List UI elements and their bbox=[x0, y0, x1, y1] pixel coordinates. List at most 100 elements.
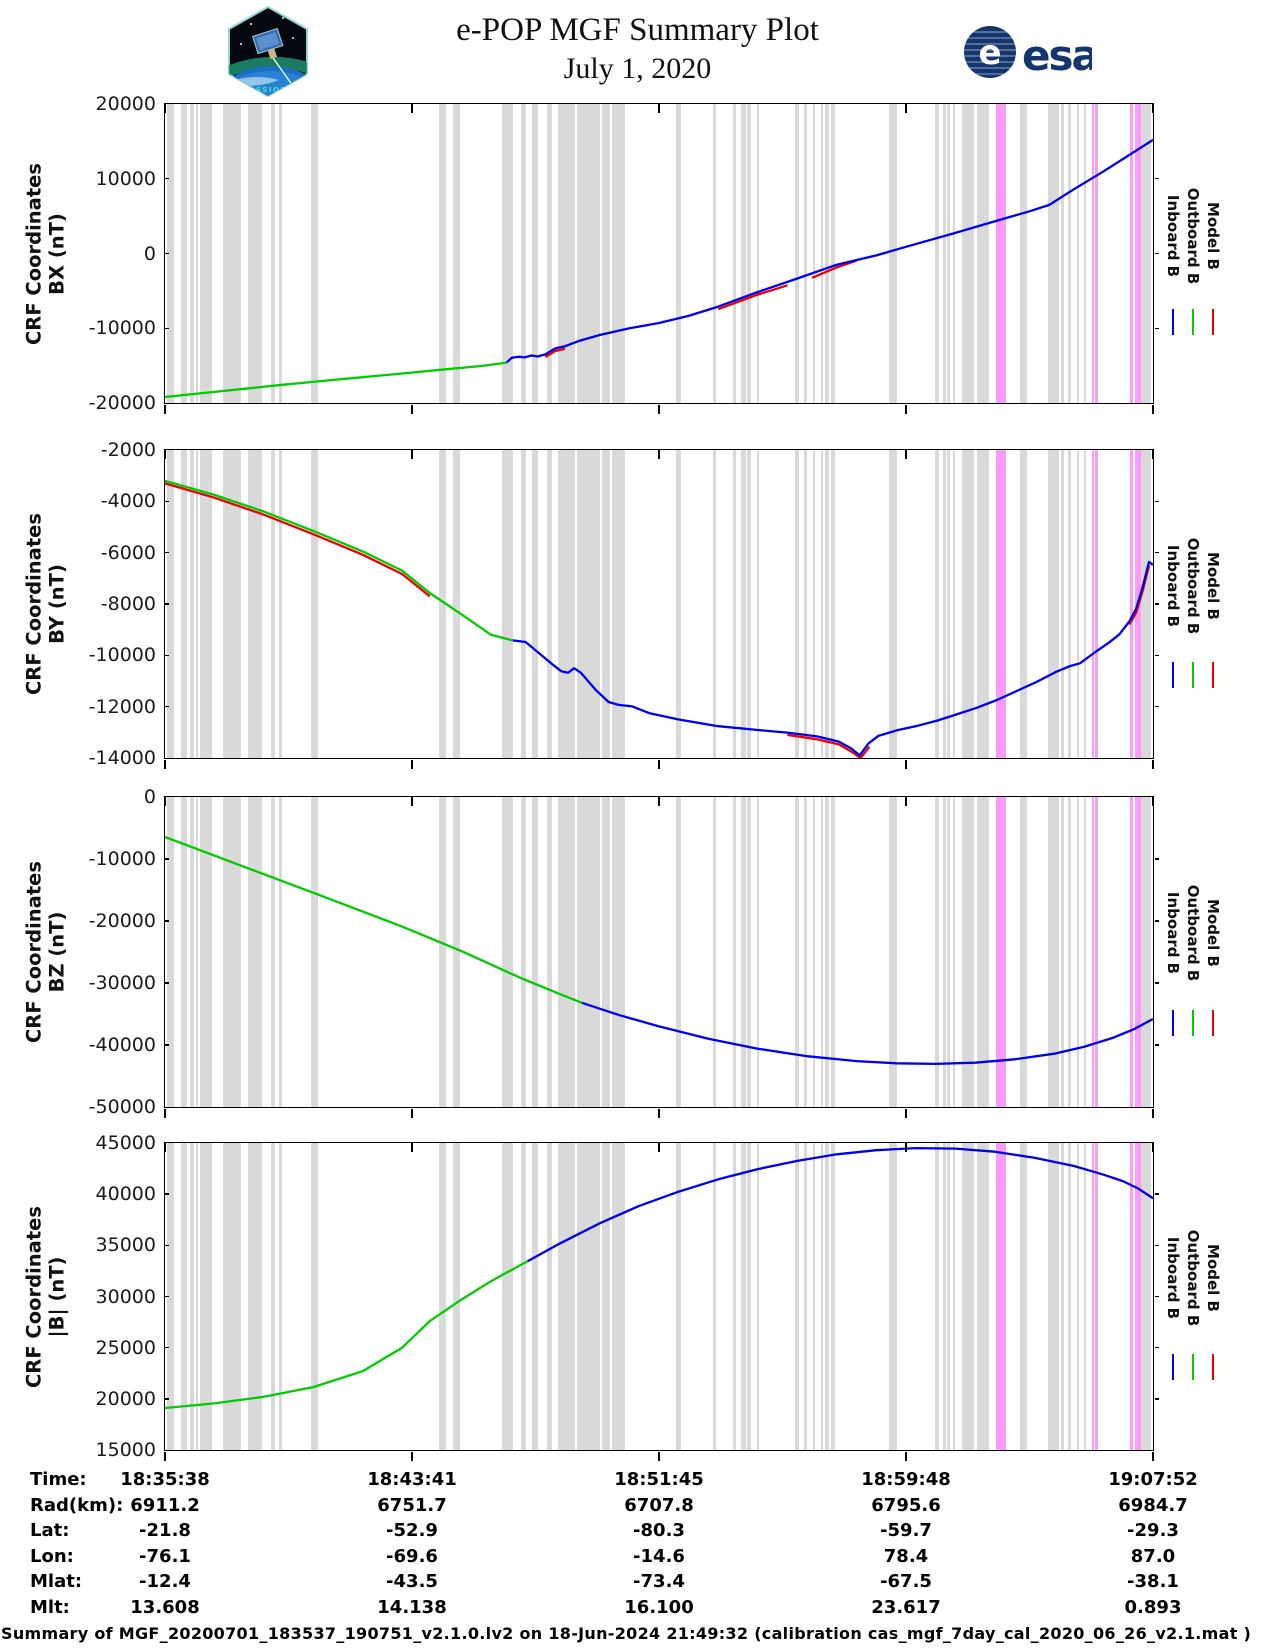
legend-key-line-outboard bbox=[1191, 661, 1195, 688]
y-axis-label-line2: BY (nT) bbox=[46, 564, 69, 644]
data-gap-band bbox=[942, 103, 946, 403]
table-value: -73.4 bbox=[633, 1571, 685, 1593]
table-value: -14.6 bbox=[633, 1545, 685, 1567]
legend-key-line-inboard bbox=[1171, 661, 1175, 688]
x-tick-mark bbox=[1152, 1143, 1154, 1152]
data-gap-band bbox=[1019, 796, 1027, 1107]
table-value: 6911.2 bbox=[130, 1494, 200, 1516]
data-gap-band bbox=[502, 1142, 514, 1450]
y-axis-label-line2: |B| (nT) bbox=[46, 1256, 69, 1337]
data-gap-band bbox=[521, 449, 526, 758]
data-gap-band bbox=[248, 103, 262, 403]
x-tick-mark bbox=[905, 1451, 907, 1461]
data-gap-band bbox=[889, 1142, 898, 1450]
data-gap-band bbox=[439, 796, 447, 1107]
data-gap-band bbox=[1048, 103, 1059, 403]
x-tick-mark bbox=[164, 759, 166, 769]
y-tick-mark bbox=[1154, 178, 1159, 180]
data-gap-band bbox=[1019, 1142, 1027, 1450]
y-tick-mark bbox=[165, 705, 169, 708]
y-tick-mark bbox=[1154, 920, 1159, 922]
data-gap-band bbox=[746, 449, 752, 758]
data-gap-band bbox=[278, 1142, 283, 1450]
data-gap-band bbox=[190, 103, 194, 403]
x-tick-mark bbox=[658, 797, 660, 806]
table-row-label: Lon: bbox=[30, 1545, 74, 1567]
page-title: e-POP MGF Summary Plot bbox=[456, 12, 819, 48]
data-gap-band bbox=[676, 796, 681, 1107]
data-gap-band bbox=[531, 449, 539, 758]
data-gap-band bbox=[612, 449, 626, 758]
data-gap-band bbox=[741, 1142, 746, 1450]
data-gap-band bbox=[502, 796, 514, 1107]
legend-key-line-model bbox=[1211, 309, 1215, 336]
data-gap-band bbox=[248, 1142, 262, 1450]
x-tick-mark bbox=[658, 1451, 660, 1461]
data-gap-band bbox=[1060, 1142, 1065, 1450]
data-gap-band bbox=[190, 1142, 194, 1450]
y-tick-mark bbox=[1154, 327, 1159, 329]
x-tick-mark bbox=[1152, 450, 1154, 459]
data-gap-band bbox=[733, 103, 737, 403]
model-b-trace bbox=[786, 733, 870, 758]
data-gap-band bbox=[270, 1142, 276, 1450]
data-gap-band bbox=[180, 103, 187, 403]
x-tick-mark bbox=[164, 797, 166, 806]
data-gap-band bbox=[952, 103, 956, 403]
special-interval-band bbox=[1134, 1142, 1141, 1450]
data-gap-band bbox=[310, 796, 318, 1107]
esa-wordmark: esa bbox=[1022, 31, 1092, 80]
data-gap-band bbox=[1067, 103, 1072, 403]
data-gap-band bbox=[712, 449, 717, 758]
data-gap-band bbox=[820, 449, 824, 758]
y-tick-mark bbox=[165, 1295, 169, 1298]
y-tick-mark bbox=[1154, 551, 1159, 554]
y-tick-mark bbox=[1154, 1044, 1159, 1046]
data-gap-band bbox=[1076, 1142, 1080, 1450]
x-tick-mark bbox=[1152, 1108, 1154, 1118]
x-tick-mark bbox=[1152, 404, 1154, 414]
y-tick-mark bbox=[1154, 705, 1159, 708]
data-gap-band bbox=[167, 449, 175, 758]
data-gap-band bbox=[577, 449, 600, 758]
special-interval-band bbox=[1130, 449, 1133, 758]
data-gap-band bbox=[453, 103, 460, 403]
data-gap-band bbox=[803, 796, 808, 1107]
data-gap-band bbox=[1060, 449, 1065, 758]
legend-label-inboard-b: Inboard B bbox=[1164, 1236, 1182, 1320]
data-gap-band bbox=[712, 103, 717, 403]
table-value: 19:07:52 bbox=[1108, 1469, 1198, 1490]
x-tick-mark bbox=[905, 1108, 907, 1118]
outboard-b-trace bbox=[164, 1259, 528, 1409]
data-gap-band bbox=[557, 796, 576, 1107]
patch-satellite bbox=[251, 27, 292, 84]
data-gap-band bbox=[794, 449, 800, 758]
special-interval-band bbox=[1130, 796, 1133, 1107]
y-tick-mark bbox=[165, 1193, 169, 1195]
data-gap-band bbox=[547, 1142, 553, 1450]
data-gap-band bbox=[1019, 103, 1027, 403]
model-b-trace bbox=[164, 481, 431, 597]
data-gap-band bbox=[961, 796, 975, 1107]
x-tick-mark bbox=[411, 1143, 413, 1152]
y-tick-label: -8000 bbox=[100, 593, 156, 615]
data-gap-band bbox=[934, 796, 940, 1107]
y-axis-label-line1: CRF Coordinates bbox=[22, 162, 46, 345]
special-interval-band bbox=[1095, 1142, 1099, 1450]
data-gap-band bbox=[803, 103, 808, 403]
data-gap-band bbox=[502, 449, 514, 758]
data-gap-band bbox=[756, 796, 760, 1107]
data-gap-band bbox=[270, 103, 276, 403]
data-gap-band bbox=[612, 796, 626, 1107]
data-gap-band bbox=[1048, 1142, 1059, 1450]
y-tick-mark bbox=[165, 178, 169, 180]
table-value: 6751.7 bbox=[377, 1494, 447, 1516]
data-gap-band bbox=[741, 796, 746, 1107]
x-tick-mark bbox=[411, 104, 413, 113]
data-gap-band bbox=[200, 796, 212, 1107]
data-gap-band bbox=[1060, 103, 1065, 403]
data-gap-band bbox=[741, 449, 746, 758]
data-gap-band bbox=[195, 449, 199, 758]
x-tick-mark bbox=[164, 1143, 166, 1152]
plot-panel-|b| bbox=[163, 1141, 1154, 1451]
